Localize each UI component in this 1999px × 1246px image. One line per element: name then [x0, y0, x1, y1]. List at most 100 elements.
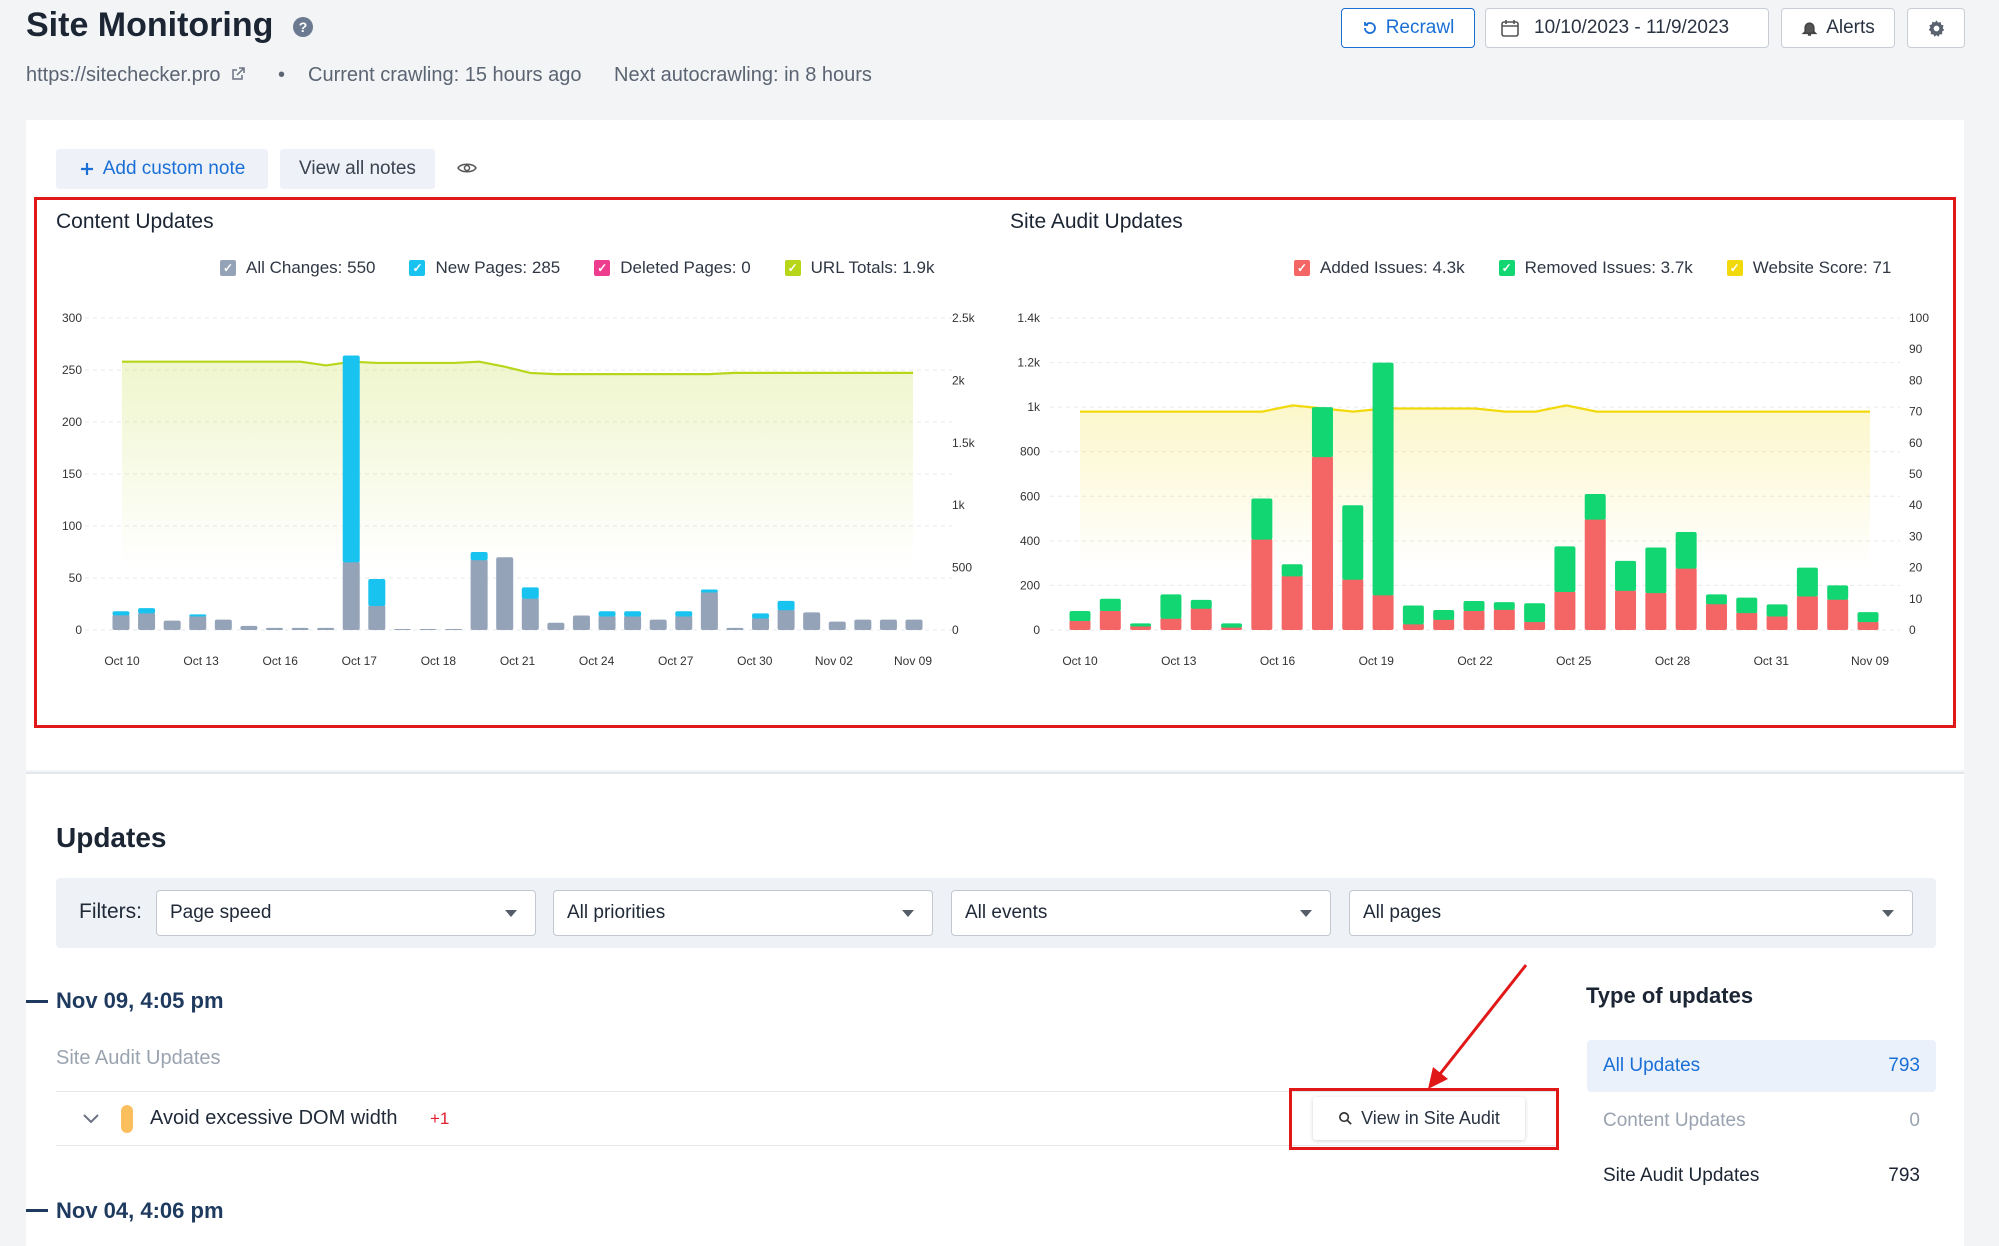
bar-segment: [1130, 625, 1152, 630]
bar-segment: [1554, 546, 1576, 592]
site-url[interactable]: https://sitechecker.pro: [26, 64, 221, 86]
filter-pages-select[interactable]: All pages: [1349, 890, 1913, 936]
bar-segment: [189, 615, 207, 630]
bar-segment: [752, 613, 770, 619]
x-tick-label: Oct 19: [1359, 654, 1395, 668]
view-all-label: View all notes: [299, 158, 416, 179]
charts-highlight-box: [34, 197, 1956, 728]
bar-segment: [419, 628, 437, 630]
divider: [26, 772, 1964, 774]
bar-segment: [1857, 621, 1879, 630]
y2-tick-label: 1.5k: [952, 436, 976, 450]
legend-new-pages[interactable]: ✓ New Pages: 285: [409, 258, 560, 278]
separator-dot: •: [278, 64, 286, 86]
content-updates-title: Content Updates: [56, 210, 214, 233]
view-in-site-audit-highlight: [1289, 1088, 1559, 1150]
filter-events-select[interactable]: All events: [951, 890, 1331, 936]
bar-segment: [1402, 623, 1424, 630]
bar-segment: [675, 615, 693, 630]
view-in-site-audit-button[interactable]: View in Site Audit: [1313, 1097, 1525, 1140]
settings-button[interactable]: [1907, 8, 1965, 48]
calendar-icon: [1501, 20, 1519, 37]
bar-segment: [342, 355, 360, 563]
bar-segment: [1311, 456, 1333, 630]
type-label: Content Updates: [1603, 1110, 1746, 1131]
eye-icon[interactable]: [457, 160, 477, 181]
y-tick-label: 300: [62, 311, 82, 325]
bar-segment: [1372, 594, 1394, 630]
recrawl-button[interactable]: Recrawl: [1341, 8, 1475, 48]
bar-segment: [368, 579, 386, 607]
x-tick-label: Oct 28: [1655, 654, 1691, 668]
refresh-icon: [1363, 22, 1376, 34]
y2-tick-label: 1k: [952, 498, 966, 512]
bar-segment: [1584, 494, 1606, 520]
series-line: [122, 360, 913, 376]
bar-segment: [828, 621, 846, 630]
external-link-icon: [232, 67, 245, 80]
question-circle-icon[interactable]: ?: [293, 17, 313, 37]
bar-segment: [1402, 605, 1424, 625]
bar-segment: [1069, 619, 1091, 630]
bar-segment: [1524, 621, 1546, 630]
bar-segment: [905, 619, 923, 630]
legend-label: Removed Issues: 3.7k: [1524, 258, 1693, 277]
bar-segment: [1160, 617, 1182, 630]
bar-segment: [112, 614, 130, 630]
x-tick-label: Oct 13: [1161, 654, 1197, 668]
chevron-down-icon[interactable]: [82, 1112, 100, 1130]
site-url-link[interactable]: https://sitechecker.pro: [26, 64, 246, 87]
add-note-label: Add custom note: [102, 158, 246, 179]
type-row-all-updates[interactable]: All Updates 793: [1587, 1040, 1936, 1092]
type-row-content-updates[interactable]: Content Updates 0: [1587, 1095, 1936, 1147]
legend-deleted-pages[interactable]: ✓ Deleted Pages: 0: [594, 258, 751, 278]
bar-segment: [1554, 591, 1576, 630]
add-custom-note-button[interactable]: Add custom note: [56, 149, 268, 189]
bell-icon: [1801, 21, 1818, 36]
current-crawling: Current crawling: 15 hours ago: [308, 64, 582, 86]
filter-priority-select[interactable]: All priorities: [553, 890, 933, 936]
bar-segment: [291, 627, 309, 630]
x-tick-label: Oct 31: [1754, 654, 1790, 668]
legend-url-totals[interactable]: ✓ URL Totals: 1.9k: [784, 258, 935, 278]
bar-segment: [1130, 623, 1152, 627]
bar-segment: [1221, 623, 1243, 628]
legend-added-issues[interactable]: ✓ Added Issues: 4.3k: [1294, 258, 1465, 278]
bar-segment: [624, 615, 642, 630]
checkbox-icon: ✓: [1294, 260, 1310, 276]
y2-tick-label: 40: [1909, 498, 1923, 512]
bar-segment: [1190, 607, 1212, 630]
bar-segment: [598, 611, 616, 617]
view-all-notes-button[interactable]: View all notes: [280, 149, 435, 189]
date-range-picker[interactable]: 10/10/2023 - 11/9/2023: [1485, 8, 1769, 48]
bar-segment: [700, 589, 718, 593]
bar-segment: [1099, 598, 1121, 611]
view-in-site-audit-label: View in Site Audit: [1361, 1108, 1500, 1128]
legend-removed-issues[interactable]: ✓ Removed Issues: 3.7k: [1498, 258, 1693, 278]
type-row-site-audit-updates[interactable]: Site Audit Updates 793: [1587, 1150, 1936, 1202]
bar-segment: [1069, 611, 1091, 621]
bar-segment: [1736, 597, 1758, 614]
legend-label: Added Issues: 4.3k: [1320, 258, 1465, 277]
update-item-title[interactable]: Avoid excessive DOM width: [150, 1107, 398, 1129]
legend-all-changes[interactable]: ✓ All Changes: 550: [220, 258, 375, 278]
alerts-label: Alerts: [1826, 17, 1875, 38]
bar-segment: [1281, 564, 1303, 577]
y-tick-label: 1.4k: [1017, 311, 1041, 325]
bar-segment: [675, 611, 693, 617]
bar-segment: [1766, 604, 1788, 617]
x-tick-label: Oct 24: [579, 654, 615, 668]
x-tick-label: Oct 10: [1062, 654, 1098, 668]
bar-segment: [1311, 407, 1333, 458]
alerts-button[interactable]: Alerts: [1781, 8, 1895, 48]
legend-website-score[interactable]: ✓ Website Score: 71: [1726, 258, 1891, 278]
bar-segment: [624, 611, 642, 617]
filter-category-select[interactable]: Page speed: [156, 890, 536, 936]
checkbox-icon: ✓: [594, 260, 611, 276]
legend-label: URL Totals: 1.9k: [810, 258, 935, 277]
timeline-dash: [26, 1000, 48, 1003]
type-label: All Updates: [1603, 1055, 1701, 1076]
timeline-dash: [26, 1209, 48, 1212]
y2-tick-label: 0: [1909, 623, 1916, 637]
priority-indicator: [121, 1105, 133, 1133]
